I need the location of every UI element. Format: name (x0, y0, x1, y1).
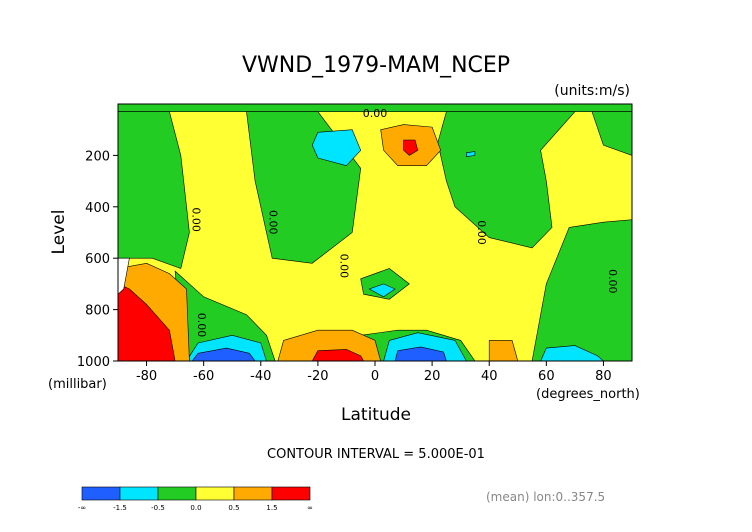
contour-label: 0.00 (189, 207, 202, 232)
contour-label: 0.00 (266, 210, 279, 235)
y-tick-label: 800 (85, 304, 110, 319)
legend-label: -∞ (78, 504, 86, 512)
x-tick-label: -20 (307, 369, 328, 384)
contour-region-10 (368, 283, 396, 298)
color-legend: -∞ -1.5 -0.5 0.0 0.5 1.5 ∞ (78, 486, 313, 512)
x-tick-label: 60 (538, 369, 555, 384)
legend-label: -1.5 (113, 504, 127, 512)
y-axis: 200 400 600 800 1000 (77, 149, 118, 370)
contour-interval-text: CONTOUR INTERVAL = 5.000E-01 (267, 447, 485, 462)
y-tick-label: 200 (85, 149, 110, 164)
y-tick-label: 400 (85, 201, 110, 216)
x-axis-title: Latitude (341, 405, 411, 425)
contour-region-23 (311, 349, 365, 362)
contour-region-15 (191, 347, 256, 362)
footer-text: (mean) lon:0..357.5 (486, 490, 605, 504)
x-tick-label: 0 (371, 369, 379, 384)
legend-swatch (81, 486, 121, 501)
y-units-label: (millibar) (48, 377, 107, 392)
y-axis-title: Level (49, 210, 69, 255)
contour-region-14 (540, 345, 605, 362)
x-tick-label: 80 (595, 369, 612, 384)
legend-label: ∞ (307, 504, 313, 512)
contour-label: 0.00 (363, 107, 388, 120)
legend-swatch (157, 486, 197, 501)
chart-title: VWND_1979-MAM_NCEP (242, 53, 510, 78)
legend-label: 0.0 (190, 504, 201, 512)
x-tick-label: -40 (250, 369, 271, 384)
legend-swatch (119, 486, 159, 501)
contour-label: 0.00 (195, 313, 208, 338)
contour-region-21 (403, 139, 419, 156)
x-axis: -80 -60 -40 -20 0 20 40 60 80 (136, 361, 612, 384)
contour-region-11 (466, 151, 476, 158)
legend-swatch (233, 486, 273, 501)
contour-label: 0.00 (338, 254, 351, 279)
units-label: (units:m/s) (554, 83, 630, 99)
contour-region-5 (437, 111, 576, 249)
x-tick-label: -80 (136, 369, 157, 384)
y-tick-label: 600 (85, 252, 110, 267)
contour-region-9 (311, 129, 362, 167)
legend-swatch (271, 486, 311, 501)
y-tick-label: 1000 (77, 355, 110, 370)
legend-label: -0.5 (151, 504, 165, 512)
legend-label: 1.5 (266, 504, 277, 512)
contour-labels: 0.00 0.00 0.00 0.00 0.00 0.00 0.00 (189, 107, 619, 337)
x-tick-label: -60 (193, 369, 214, 384)
legend-swatch (195, 486, 235, 501)
x-tick-label: 20 (424, 369, 441, 384)
contour-label: 0.00 (475, 220, 488, 245)
plot-area: 0.00 0.00 0.00 0.00 0.00 0.00 0.00 (117, 103, 633, 362)
x-units-label: (degrees_north) (536, 387, 640, 402)
legend-label: 0.5 (228, 504, 239, 512)
contour-region-4 (360, 268, 410, 300)
contour-label: 0.00 (606, 269, 619, 294)
contour-region-16 (394, 346, 447, 362)
x-tick-label: 40 (481, 369, 498, 384)
